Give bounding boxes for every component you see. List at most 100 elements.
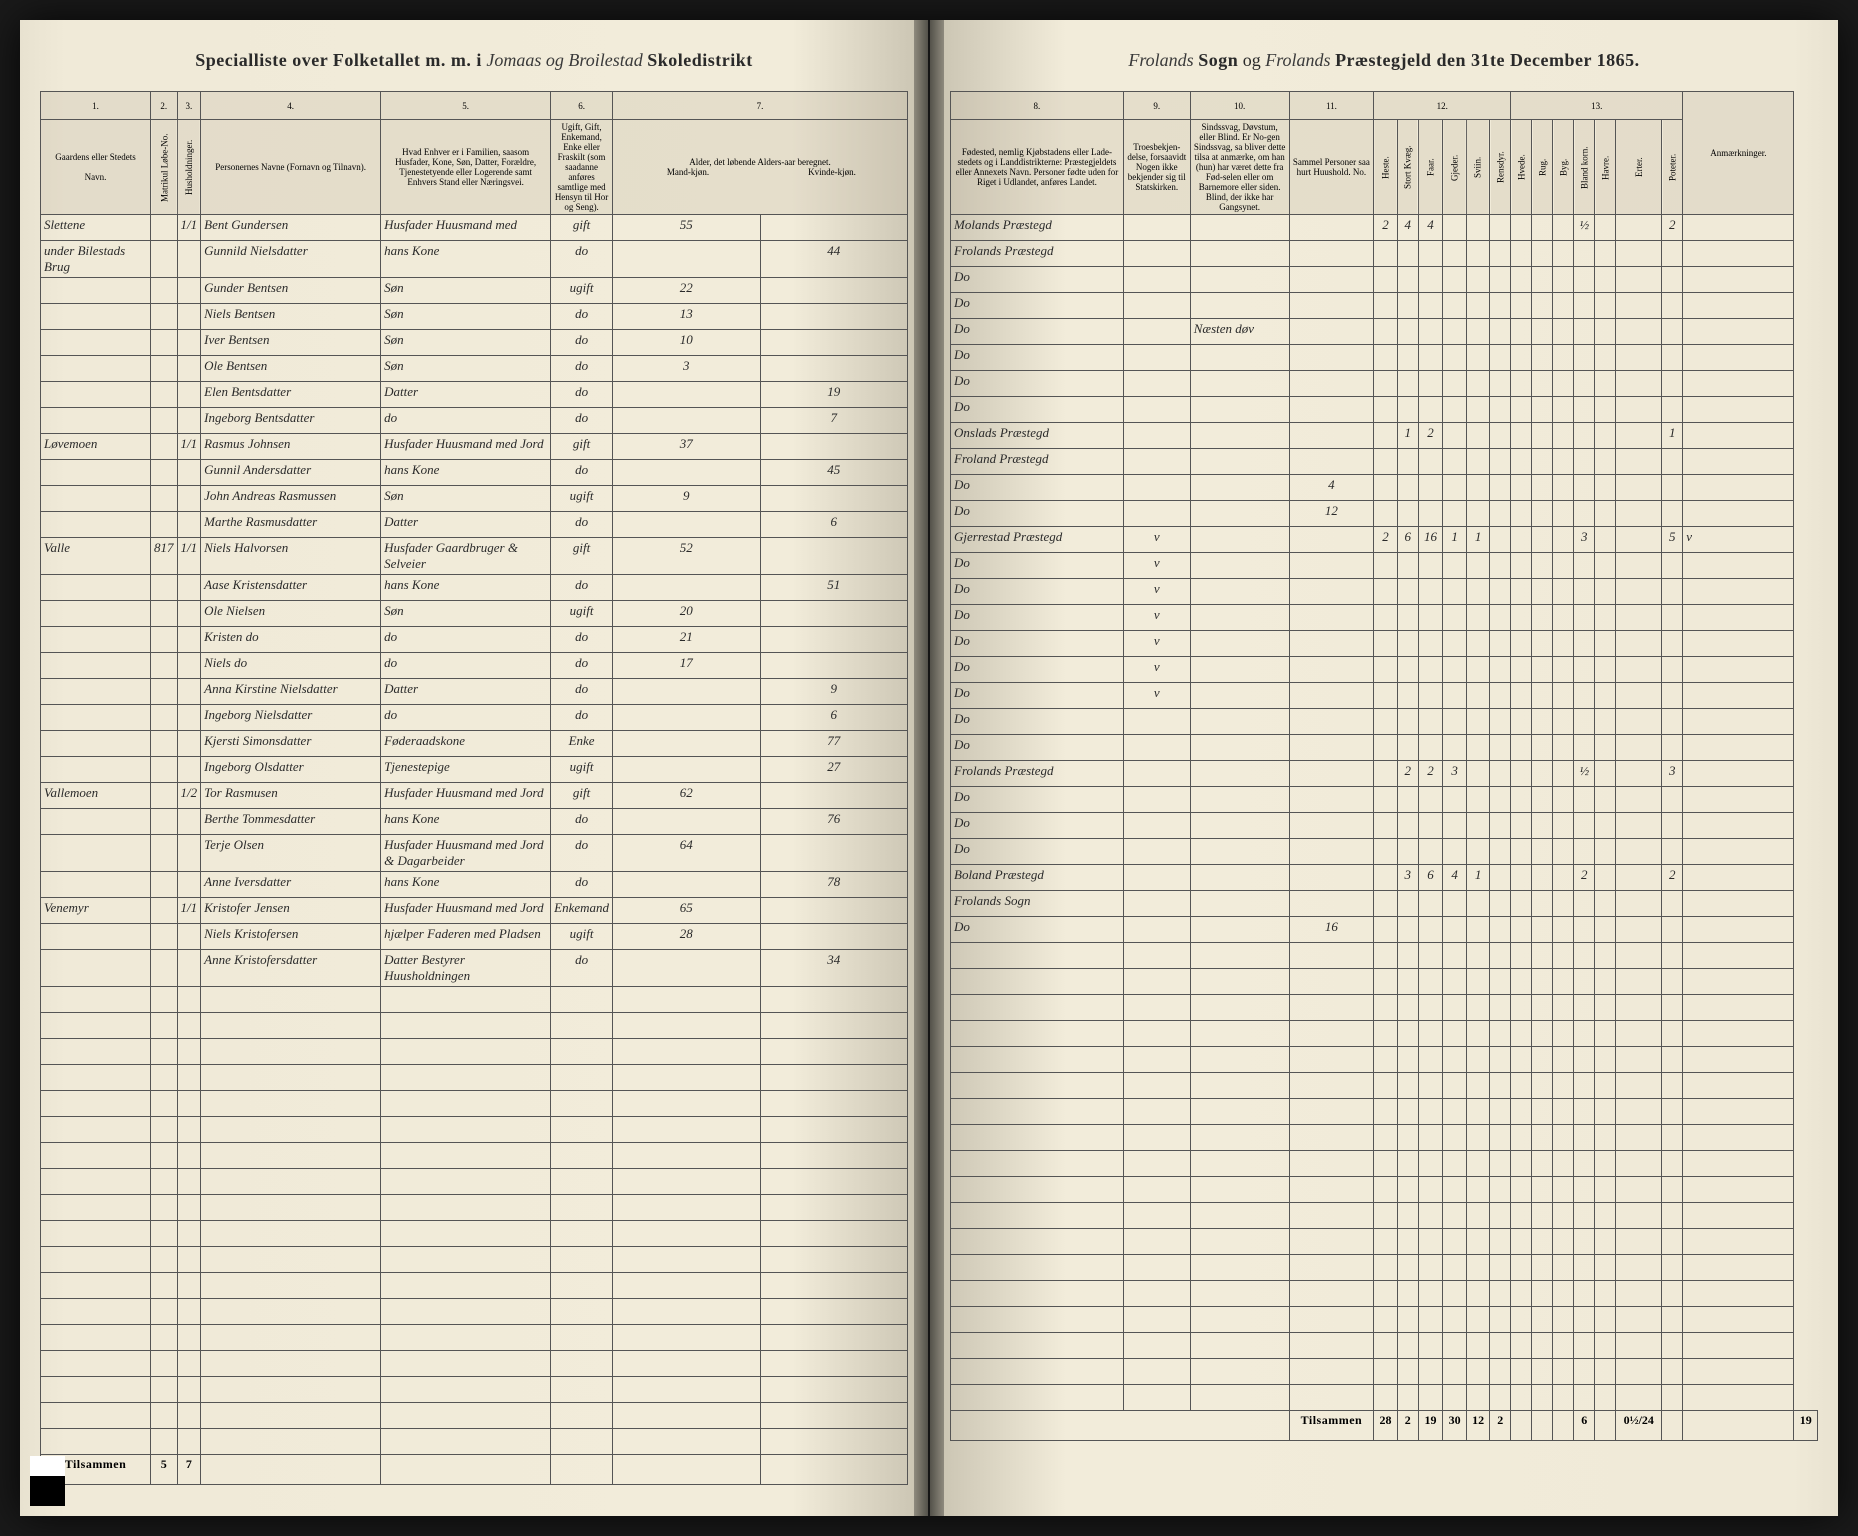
cell-kreat [1466, 709, 1489, 735]
cell-gaard [41, 705, 151, 731]
cell-kreat: 1 [1466, 865, 1489, 891]
cell-sam [1289, 891, 1374, 917]
cell-hush [177, 460, 201, 486]
parish2: Frolands [1265, 50, 1330, 70]
cell-male: 62 [613, 783, 761, 809]
cell-birth: Frolands Præstegd [951, 241, 1124, 267]
cell-kreat [1418, 293, 1443, 319]
cell-kreat [1418, 553, 1443, 579]
table-row: Valle 817 1/1 Niels Halvorsen Husfader G… [41, 538, 908, 575]
cell-kreat [1466, 371, 1489, 397]
cell-anm [1683, 917, 1794, 943]
cell-uds [1532, 475, 1553, 501]
cell-kreat [1466, 267, 1489, 293]
cell-tros [1123, 371, 1190, 397]
cell-kreat [1466, 475, 1489, 501]
cell-kreat [1443, 397, 1466, 423]
cell-birth: Do [951, 839, 1124, 865]
cell-uds [1616, 709, 1662, 735]
empty-row [951, 1307, 1818, 1333]
cell-uds [1532, 865, 1553, 891]
cell-male: 28 [613, 924, 761, 950]
cell-uds [1553, 657, 1574, 683]
cell-sind [1190, 527, 1289, 553]
cell-birth: Do [951, 345, 1124, 371]
cell-kreat [1443, 839, 1466, 865]
cell-rel: Husfader Huusmand med Jord [381, 434, 551, 460]
table-row: Boland Præstegd 364122 [951, 865, 1818, 891]
cell-civ: do [551, 872, 613, 898]
cell-kreat [1418, 657, 1443, 683]
cell-uds [1574, 319, 1595, 345]
cell-kreat [1374, 709, 1397, 735]
cell-civ: do [551, 408, 613, 434]
cell-kreat [1374, 839, 1397, 865]
cell-birth: Do [951, 267, 1124, 293]
empty-row [951, 1099, 1818, 1125]
cell-sind [1190, 683, 1289, 709]
cell-uds [1662, 917, 1683, 943]
cell-uds [1616, 293, 1662, 319]
table-row: Kristen do do do 21 [41, 627, 908, 653]
cell-uds [1511, 683, 1532, 709]
table-row: Niels Kristofersen hjælper Faderen med P… [41, 924, 908, 950]
cell-uds [1511, 631, 1532, 657]
cell-uds [1662, 371, 1683, 397]
cell-uds [1616, 241, 1662, 267]
cell-kreat [1490, 293, 1511, 319]
cell-sind [1190, 449, 1289, 475]
cell-civ: do [551, 627, 613, 653]
cell-uds [1511, 865, 1532, 891]
table-row: Do 4 [951, 475, 1818, 501]
table-row: John Andreas Rasmussen Søn ugift 9 [41, 486, 908, 512]
cell-uds [1511, 527, 1532, 553]
cell-kreat [1397, 657, 1418, 683]
cell-kreat [1374, 449, 1397, 475]
table-row: Anne Iversdatter hans Kone do 78 [41, 872, 908, 898]
cell-uds [1662, 605, 1683, 631]
cell-uds [1595, 813, 1616, 839]
cell-kreat: 1 [1466, 527, 1489, 553]
cell-uds [1553, 319, 1574, 345]
cell-uds [1553, 813, 1574, 839]
col3-num: 3. [177, 92, 201, 120]
cell-uds [1595, 501, 1616, 527]
cell-anm [1683, 371, 1794, 397]
empty-row [41, 1429, 908, 1455]
col1-num: 1. [41, 92, 151, 120]
cell-uds [1532, 631, 1553, 657]
cell-uds: 2 [1574, 865, 1595, 891]
cell-gaard [41, 356, 151, 382]
cell-uds [1595, 241, 1616, 267]
h6: Ugift, Gift, Enkemand, Enke eller Fraski… [551, 120, 613, 215]
cell-civ: gift [551, 783, 613, 809]
cell-kreat [1466, 631, 1489, 657]
cell-kreat [1418, 917, 1443, 943]
cell-birth: Do [951, 501, 1124, 527]
cell-tros [1123, 917, 1190, 943]
cell-birth: Froland Præstegd [951, 449, 1124, 475]
cell-kreat [1490, 579, 1511, 605]
cell-kreat [1443, 267, 1466, 293]
cell-name: Gunnild Nielsdatter [201, 241, 381, 278]
empty-row [951, 943, 1818, 969]
cell-sind [1190, 371, 1289, 397]
cell-civ: ugift [551, 486, 613, 512]
cell-kreat [1397, 813, 1418, 839]
cell-birth: Molands Præstegd [951, 215, 1124, 241]
cell-uds [1511, 553, 1532, 579]
cell-kreat [1443, 683, 1466, 709]
cell-matr [151, 872, 178, 898]
cell-gaard [41, 278, 151, 304]
og: og [1243, 50, 1261, 70]
cell-sind [1190, 579, 1289, 605]
cell-civ: gift [551, 538, 613, 575]
cell-uds [1595, 293, 1616, 319]
table-row: Slettene 1/1 Bent Gundersen Husfader Huu… [41, 215, 908, 241]
cell-kreat [1466, 501, 1489, 527]
cell-kreat [1466, 917, 1489, 943]
cell-kreat [1397, 735, 1418, 761]
parish1: Frolands [1128, 50, 1193, 70]
empty-row [951, 1073, 1818, 1099]
cell-kreat [1490, 423, 1511, 449]
